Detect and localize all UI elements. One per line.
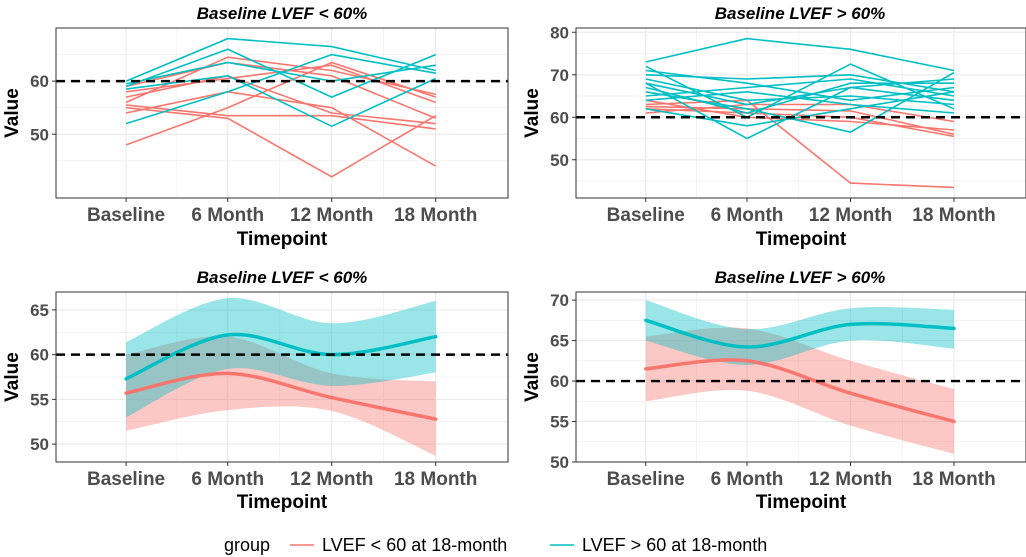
confidence-band-blue [645,300,954,365]
panel-2: Baseline LVEF > 60% 50 60 70 80 Baseline 6 Mon… [522,4,1026,250]
y-axis-title: Value [522,352,543,402]
panel-title: Baseline LVEF > 60% [715,268,886,287]
x-axis-title: Timepoint [756,229,847,250]
series-line-blue [645,37,955,72]
confidence-band-blue [126,298,436,418]
panel-1: Baseline LVEF < 60% 50 60 Baseline 6 Month 12… [2,4,509,250]
panel-border [575,27,1026,199]
series-line-blue [125,74,437,128]
panel-3: Baseline LVEF < 60% 50 55 60 65 Baseline 6 Mon… [2,268,509,513]
panel-border [55,291,509,463]
y-tick-label: 60 [30,72,49,91]
y-tick-label: 70 [550,291,569,310]
series-line-red [645,99,955,189]
x-tick-label: 18 Month [394,469,477,490]
y-tick-label: 60 [550,108,569,127]
series-line-red [125,56,436,104]
legend: group LVEF < 60 at 18-month LVEF > 60 at 1… [224,535,767,555]
series-line-red [125,90,437,167]
series-line-blue [125,48,437,98]
y-tick-label: 50 [550,453,569,472]
x-tick-label: Baseline [87,205,165,226]
x-tick-label: Baseline [87,469,165,490]
y-tick-label: 60 [550,372,569,391]
series-line-red [125,74,436,125]
y-tick-label: 65 [30,301,49,320]
y-tick-label: 70 [550,66,569,85]
legend-item-label: LVEF > 60 at 18-month [582,535,767,555]
x-tick-label: Baseline [607,205,685,226]
panel-title: Baseline LVEF > 60% [715,4,886,23]
legend-title: group [224,535,270,555]
x-tick-label: 12 Month [809,205,892,226]
series-line-blue [645,78,955,97]
x-tick-label: 18 Month [912,205,995,226]
y-tick-label: 60 [30,346,49,365]
series-line-blue [645,78,955,106]
trend-line-red [644,358,956,424]
x-tick-label: 18 Month [394,205,477,226]
series-line-blue [645,69,955,102]
series-line-red [645,103,955,123]
panel-border [575,291,1026,463]
x-tick-label: Baseline [607,469,685,490]
x-tick-label: 12 Month [809,469,892,490]
trend-line-red [124,371,438,421]
y-tick-label: 50 [30,125,49,144]
confidence-band-red [126,336,436,456]
series-line-blue [125,37,436,82]
x-tick-label: 12 Month [290,205,373,226]
x-tick-label: 6 Month [711,205,784,226]
trend-line-blue [124,332,438,381]
legend-item-label: LVEF < 60 at 18-month [322,535,507,555]
series-line-red [125,61,436,146]
series-line-red [645,105,955,136]
y-axis-title: Value [2,352,23,402]
x-axis-title: Timepoint [237,229,328,250]
y-tick-label: 80 [550,23,569,42]
series-line-blue [125,61,436,85]
x-axis-title: Timepoint [237,492,328,513]
y-axis-title: Value [522,88,543,138]
x-tick-label: 6 Month [191,205,264,226]
series-line-red [126,104,436,130]
y-axis-title: Value [2,88,23,138]
series-line-red [125,61,437,120]
x-tick-label: 12 Month [290,469,373,490]
y-tick-label: 55 [30,390,49,409]
x-tick-label: 6 Month [191,469,264,490]
y-tick-label: 50 [550,151,569,170]
y-tick-label: 65 [550,332,569,351]
series-line-red [126,106,437,178]
y-tick-label: 55 [550,413,569,432]
x-tick-label: 6 Month [711,469,784,490]
panel-title: Baseline LVEF < 60% [197,268,368,287]
panel-title: Baseline LVEF < 60% [197,4,368,23]
x-axis-title: Timepoint [756,492,847,513]
trend-line-blue [644,318,956,349]
panel-4: Baseline LVEF > 60% 50 55 60 65 70 Baseline 6 M… [522,268,1026,513]
x-tick-label: 18 Month [912,469,995,490]
series-line-blue [645,90,955,114]
y-tick-label: 50 [30,435,49,454]
panel-border [55,27,509,199]
